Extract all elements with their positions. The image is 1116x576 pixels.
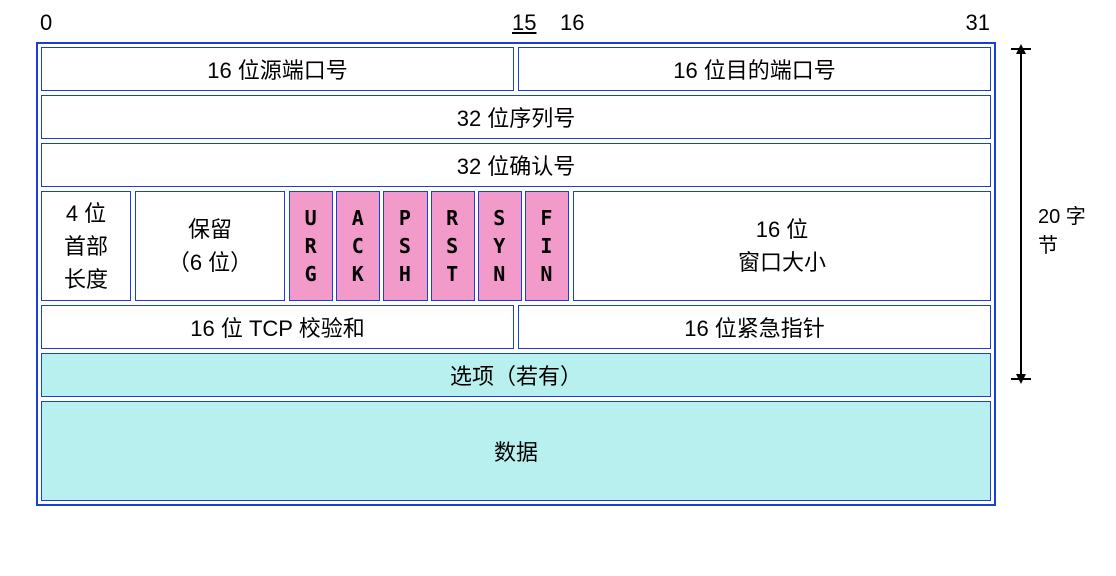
hdr-len-line2: 首部 — [64, 230, 108, 263]
row-data: 数据 — [41, 401, 991, 501]
flag-psh: PSH — [383, 191, 427, 301]
cell-seq: 32 位序列号 — [41, 95, 991, 139]
flag-rst: RST — [431, 191, 475, 301]
bit-ruler: 0 15 16 31 — [40, 10, 990, 38]
flag-syn: SYN — [478, 191, 522, 301]
row-seq: 32 位序列号 — [41, 95, 991, 139]
header-outer-box: 16 位源端口号 16 位目的端口号 32 位序列号 32 位确认号 4 位 首… — [36, 42, 996, 506]
hdr-len-line3: 长度 — [64, 263, 108, 296]
flag-urg: URG — [289, 191, 333, 301]
cell-urgent: 16 位紧急指针 — [518, 305, 991, 349]
reserved-line1: 保留 — [188, 213, 232, 246]
cell-options: 选项（若有） — [41, 353, 991, 397]
row-options: 选项（若有） — [41, 353, 991, 397]
bracket-label: 20 字节 — [1038, 200, 1096, 258]
window-line1: 16 位 — [756, 213, 809, 246]
row-flags: 4 位 首部 长度 保留 （6 位） URG ACK PSH RST SYN F… — [41, 191, 991, 301]
bit-label-0: 0 — [40, 10, 52, 36]
bit-label-31: 31 — [966, 10, 990, 36]
cell-hdr-len: 4 位 首部 长度 — [41, 191, 131, 301]
window-line2: 窗口大小 — [738, 246, 826, 279]
bracket-arrow — [1006, 44, 1036, 384]
reserved-line2: （6 位） — [168, 246, 252, 279]
row-checksum: 16 位 TCP 校验和 16 位紧急指针 — [41, 305, 991, 349]
cell-window: 16 位 窗口大小 — [573, 191, 991, 301]
cell-src-port: 16 位源端口号 — [41, 47, 514, 91]
cell-ack: 32 位确认号 — [41, 143, 991, 187]
cell-reserved: 保留 （6 位） — [135, 191, 285, 301]
bit-label-16: 16 — [560, 10, 584, 36]
cell-data: 数据 — [41, 401, 991, 501]
flag-ack: ACK — [336, 191, 380, 301]
flags-container: URG ACK PSH RST SYN FIN — [289, 191, 569, 301]
bit-label-15: 15 — [512, 10, 536, 36]
hdr-len-line1: 4 位 — [66, 197, 106, 230]
tcp-header-diagram: 0 15 16 31 16 位源端口号 16 位目的端口号 32 位序列号 32… — [20, 10, 1096, 506]
row-ack: 32 位确认号 — [41, 143, 991, 187]
flag-fin: FIN — [525, 191, 569, 301]
cell-checksum: 16 位 TCP 校验和 — [41, 305, 514, 349]
cell-dst-port: 16 位目的端口号 — [518, 47, 991, 91]
row-ports: 16 位源端口号 16 位目的端口号 — [41, 47, 991, 91]
